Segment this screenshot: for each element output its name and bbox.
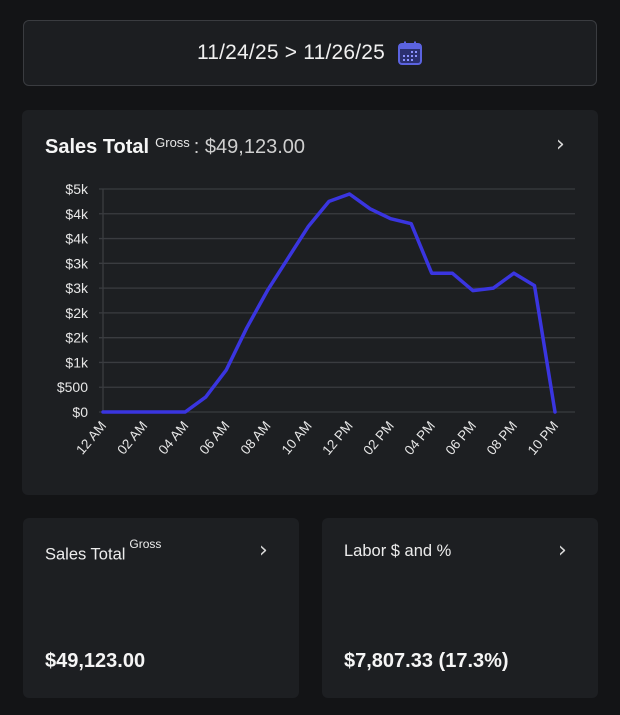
x-tick-label: 10 AM [279, 418, 315, 457]
y-tick-label: $0 [72, 404, 88, 420]
sales-total-title: Sales TotalGross [45, 537, 161, 565]
x-tick-label: 06 PM [443, 418, 480, 458]
x-tick-label: 08 AM [238, 418, 274, 457]
sales-chart-card[interactable]: Sales Total Gross : $49,123.00 › $0 $500 $… [22, 110, 598, 495]
y-tick-label: $500 [57, 379, 88, 395]
date-range-picker[interactable]: 11/24/25 > 11/26/25 [23, 20, 597, 86]
series-line [101, 192, 557, 414]
y-tick-label: $5k [65, 181, 89, 197]
y-tick-label: $4k [65, 231, 89, 247]
labor-card[interactable]: Labor $ and % › $7,807.33 (17.3%) [322, 518, 598, 698]
x-tick-label: 02 PM [360, 418, 397, 458]
x-tick-label: 04 AM [155, 418, 191, 457]
y-tick-label: $2k [65, 330, 89, 346]
x-tick-label: 02 AM [114, 418, 150, 457]
date-range-text: 11/24/25 > 11/26/25 [196, 41, 386, 64]
chart-title: Sales Total Gross : $49,123.00 [45, 135, 306, 159]
chart-title-superscript: Gross [155, 135, 190, 150]
y-tick-label: $2k [65, 305, 89, 321]
sales-total-label: Sales Total [45, 545, 126, 564]
y-tick-label: $3k [65, 255, 89, 271]
y-tick-label: $3k [65, 280, 89, 296]
chart-title-value: : $49,123.00 [193, 136, 306, 158]
chevron-right-icon[interactable]: › [556, 132, 565, 157]
calendar-icon[interactable] [397, 40, 423, 66]
sales-total-card[interactable]: Sales TotalGross › $49,123.00 [23, 518, 299, 698]
x-tick-label: 12 PM [319, 418, 356, 458]
sales-line-chart: $0 $500 $1k $2k $2k $3k $3k $4k $4k $5k 12 AM 02 AM… [57, 181, 575, 458]
sales-total-superscript: Gross [129, 537, 162, 551]
x-tick-label: 12 AM [73, 418, 109, 457]
chevron-right-icon[interactable]: › [558, 538, 567, 563]
chevron-right-icon[interactable]: › [259, 538, 268, 563]
sales-total-value: $49,123.00 [45, 650, 146, 672]
x-tick-label: 04 PM [401, 418, 438, 458]
y-tick-label: $4k [65, 206, 89, 222]
x-tick-label: 06 AM [196, 418, 232, 457]
x-tick-label: 08 PM [484, 418, 521, 458]
labor-label: Labor $ and % [344, 542, 452, 560]
labor-title: Labor $ and % [344, 542, 451, 561]
labor-value: $7,807.33 (17.3%) [344, 650, 509, 672]
x-tick-label: 10 PM [525, 418, 562, 458]
y-tick-label: $1k [65, 354, 89, 370]
chart-title-label: Sales Total [45, 136, 150, 158]
